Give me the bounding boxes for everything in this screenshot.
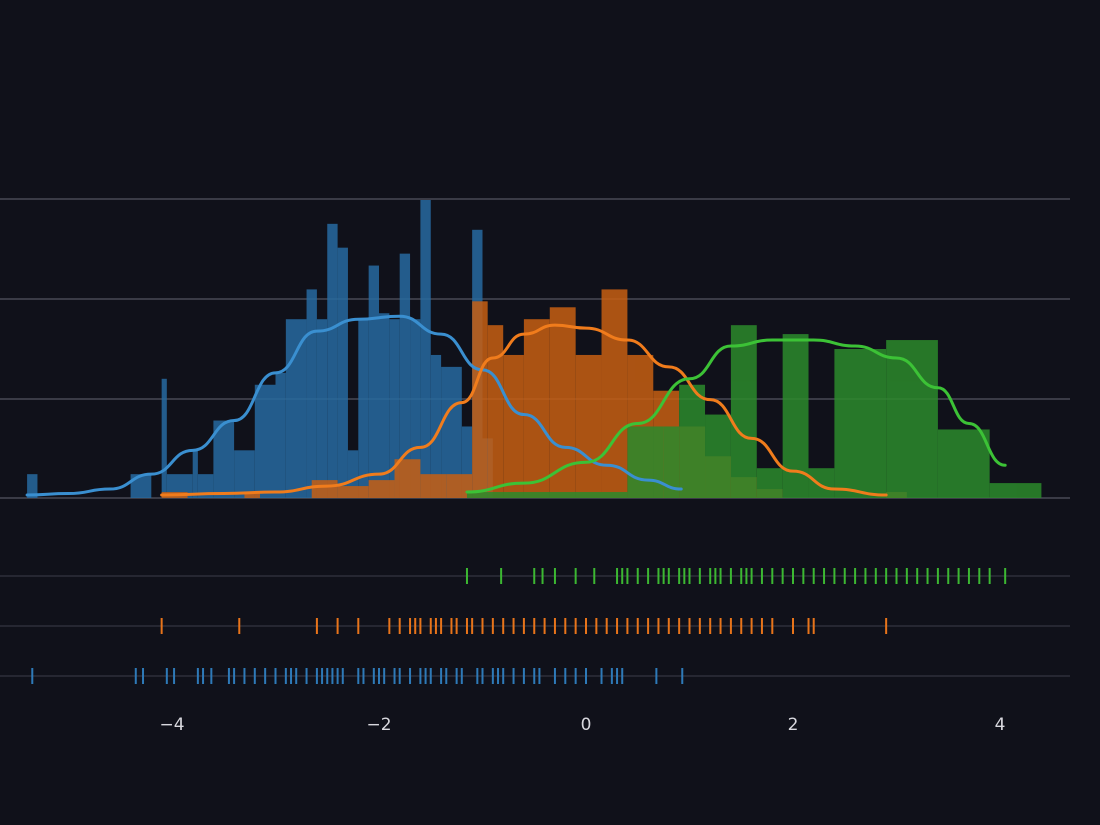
histogram-bar <box>306 289 317 498</box>
histogram-bar <box>389 319 400 498</box>
histogram-bar <box>601 289 628 498</box>
rug-plots <box>31 568 1007 684</box>
histogram-bar <box>808 468 835 498</box>
histogram-bar <box>503 354 524 498</box>
histogram-bar <box>487 325 504 498</box>
histogram-bar <box>161 378 167 498</box>
histogram-bar <box>234 450 255 498</box>
series-orange-kde-line <box>160 323 888 497</box>
x-tick-label: 2 <box>788 715 799 735</box>
histogram-bar <box>337 486 369 498</box>
histogram-bar <box>327 223 338 498</box>
histogram-bar <box>420 200 431 498</box>
x-tick-label: 0 <box>581 715 592 735</box>
histogram-bar <box>358 319 369 498</box>
histogram-bar <box>337 247 348 498</box>
x-tick-label: −4 <box>159 715 184 735</box>
histogram-bars <box>27 200 1042 499</box>
histogram-bar <box>192 450 198 498</box>
histogram-bar <box>399 253 411 498</box>
histogram-bar <box>663 426 680 498</box>
series-orange-rug <box>160 618 888 634</box>
histogram-bar <box>756 468 783 498</box>
histogram-bar <box>254 384 276 498</box>
histogram-bar <box>679 384 706 498</box>
histogram-bar <box>461 426 473 498</box>
histogram-bar <box>368 480 395 498</box>
histogram-bar <box>430 354 442 498</box>
histogram-bar <box>989 483 1042 498</box>
histogram-bar <box>410 319 421 498</box>
series-blue-bars <box>27 200 493 499</box>
series-blue-rug <box>31 668 684 684</box>
histogram-bar <box>394 459 421 498</box>
x-axis: −4 −2 0 2 4 <box>159 715 1005 735</box>
histogram-bar <box>213 420 235 498</box>
histogram-bar <box>285 319 307 498</box>
histogram-bar <box>627 426 664 498</box>
histogram-bar <box>523 319 550 498</box>
kde-curves <box>25 314 1007 497</box>
x-tick-label: 4 <box>995 715 1006 735</box>
histogram-bar <box>834 349 887 498</box>
histogram-bar <box>368 265 379 498</box>
histogram-bar <box>311 480 338 498</box>
histogram-bar <box>316 319 328 498</box>
histogram-bar <box>244 492 260 498</box>
series-green-rug <box>465 568 1007 584</box>
histogram-bar <box>705 414 731 498</box>
histogram-bar <box>379 313 390 498</box>
histogram-bar <box>275 372 286 498</box>
histogram-bar <box>472 301 488 498</box>
histogram-bar <box>197 474 214 498</box>
x-tick-label: −2 <box>366 715 391 735</box>
histogram-bar <box>347 450 359 498</box>
histogram-bar <box>441 366 462 498</box>
histogram-bar <box>130 474 152 498</box>
histogram-bar <box>466 492 628 498</box>
histogram-bar <box>575 354 602 498</box>
histogram-bar <box>730 325 757 498</box>
series-green-kde-line <box>465 338 1007 494</box>
histogram-bar <box>420 474 447 498</box>
histogram-bar <box>27 474 38 498</box>
series-blue-kde-line <box>25 314 683 497</box>
histogram-bar <box>937 429 990 498</box>
